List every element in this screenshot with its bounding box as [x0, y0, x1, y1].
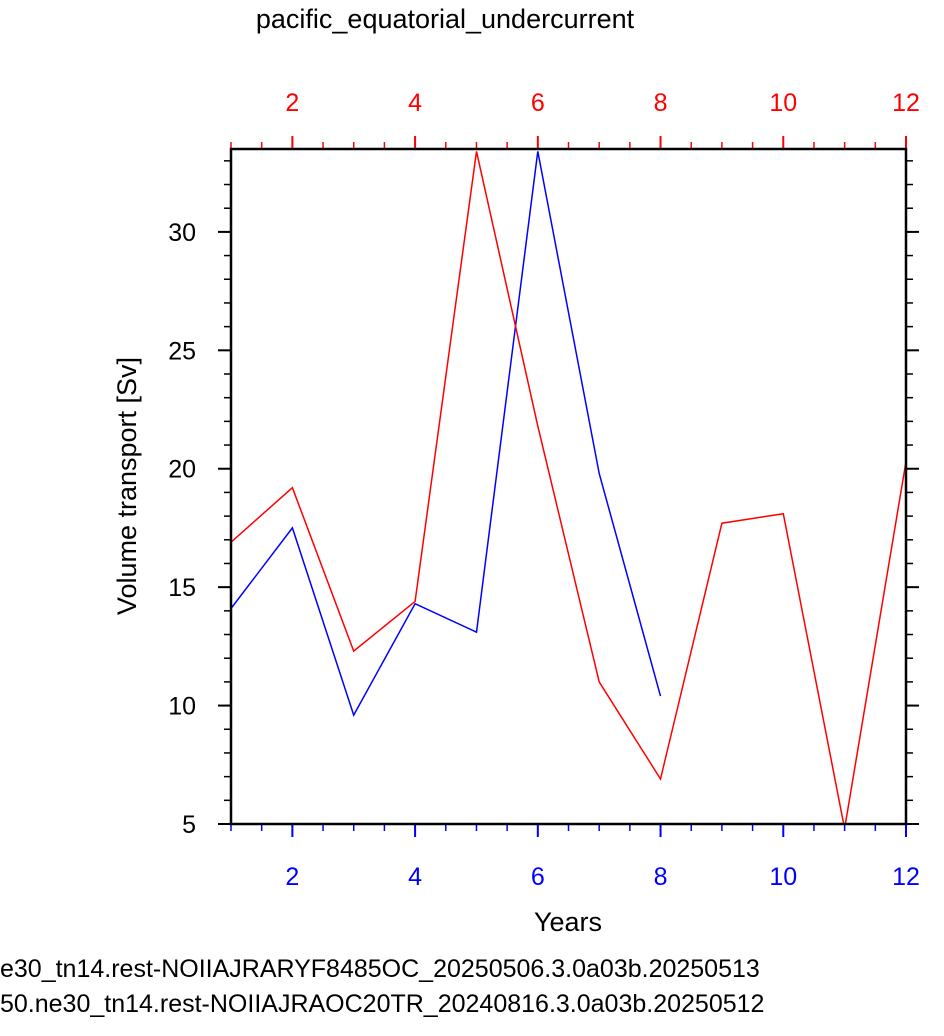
series-line-blue	[231, 151, 662, 717]
x-axis-label: Years	[534, 907, 602, 937]
x-tick-label-top: 6	[531, 89, 545, 117]
x-tick-label-bottom: 12	[892, 863, 920, 891]
x-tick-label-bottom: 6	[531, 863, 545, 891]
axis-ticks	[218, 136, 919, 837]
x-tick-label-bottom: 2	[285, 863, 299, 891]
x-tick-label-top: 8	[654, 89, 668, 117]
legend-entry-blue: e30_tn14.rest-NOIIAJRARYF8485OC_20250506…	[0, 955, 944, 984]
y-tick-label: 30	[168, 219, 196, 247]
legend-entry-red: 50.ne30_tn14.rest-NOIIAJRAOC20TR_2024081…	[0, 990, 944, 1019]
x-tick-label-bottom: 8	[654, 863, 668, 891]
y-tick-label: 25	[168, 337, 196, 365]
legend-label-blue: e30_tn14.rest-NOIIAJRARYF8485OC_20250506…	[0, 955, 760, 983]
x-tick-label-top: 2	[285, 89, 299, 117]
series-line-red	[231, 151, 906, 824]
y-tick-label: 5	[182, 811, 196, 839]
x-tick-label-bottom: 4	[408, 863, 422, 891]
x-tick-label-bottom: 10	[769, 863, 797, 891]
y-tick-label: 15	[168, 574, 196, 602]
chart-title: pacific_equatorial_undercurrent	[255, 4, 635, 34]
legend-label-red: 50.ne30_tn14.rest-NOIIAJRAOC20TR_2024081…	[0, 990, 765, 1018]
y-tick-label: 10	[168, 693, 196, 721]
series-group	[231, 151, 906, 824]
y-axis-label: Volume transport [Sv]	[112, 357, 142, 615]
x-tick-label-top: 12	[892, 89, 920, 117]
x-tick-label-top: 10	[769, 89, 797, 117]
y-tick-label: 20	[168, 456, 196, 484]
x-tick-label-top: 4	[408, 89, 422, 117]
plot-frame	[229, 147, 908, 826]
axis-labels: 2 2 4 4 6 6 8 8 10 10 12 12 5 10 15 20 25 30	[168, 89, 920, 891]
